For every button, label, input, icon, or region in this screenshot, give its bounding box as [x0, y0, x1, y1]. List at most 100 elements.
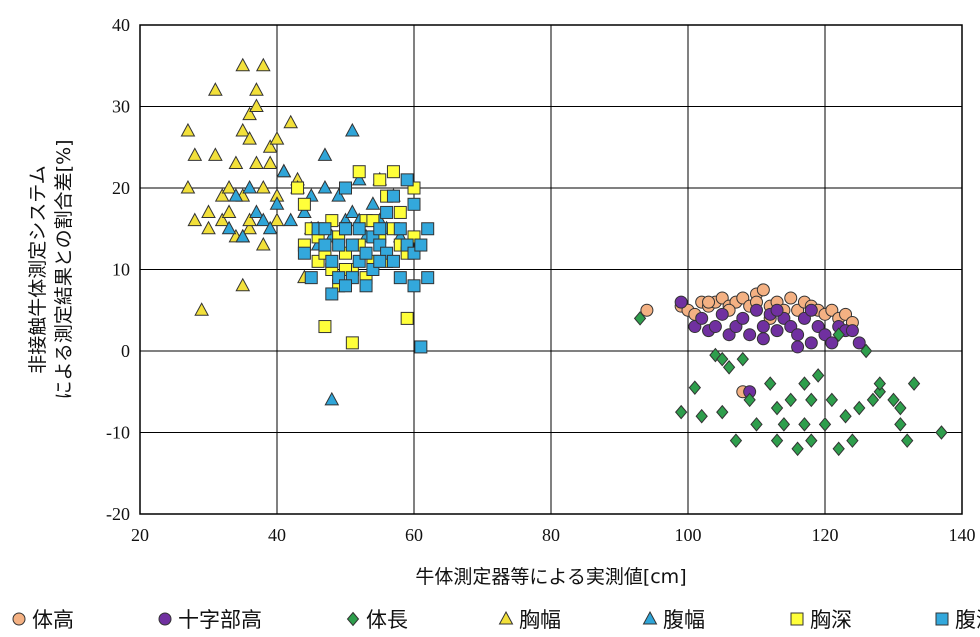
x-tick-label: 60: [405, 525, 423, 545]
data-point: [804, 303, 818, 317]
legend-label: 胸深: [810, 608, 852, 632]
legend-item: 胸深: [790, 608, 852, 632]
data-point: [201, 204, 216, 218]
y-tick-label: 10: [112, 260, 130, 280]
data-point: [221, 204, 237, 218]
data-point: [262, 139, 278, 153]
data-point: [407, 197, 421, 211]
data-point: [688, 380, 702, 395]
data-point: [235, 57, 251, 72]
data-point: [297, 197, 311, 211]
data-point: [228, 188, 244, 202]
data-point: [187, 212, 203, 227]
data-point: [777, 417, 791, 432]
data-point: [359, 246, 373, 260]
data-point: [317, 179, 333, 194]
data-point: [750, 303, 763, 317]
data-point: [798, 376, 811, 391]
legend-label: 腹幅: [663, 608, 705, 632]
data-point: [716, 404, 729, 420]
legend-item: 体高: [12, 608, 74, 632]
legend-item: 腹幅: [642, 608, 705, 632]
y-tick-label: 20: [112, 178, 130, 198]
legend-marker: [346, 611, 360, 627]
data-point: [853, 400, 866, 416]
data-point: [208, 147, 223, 161]
data-point: [756, 332, 770, 346]
data-point: [242, 179, 257, 194]
data-point: [339, 181, 352, 195]
y-tick-label: -20: [106, 504, 130, 524]
data-point: [249, 98, 264, 112]
data-point: [784, 291, 798, 305]
data-point: [386, 165, 400, 179]
data-point: [804, 336, 818, 350]
data-point: [194, 302, 209, 316]
data-point: [283, 114, 299, 129]
data-point: [407, 279, 421, 293]
data-point: [386, 254, 400, 268]
data-point: [400, 173, 414, 187]
data-point: [214, 188, 230, 202]
data-point: [283, 212, 299, 227]
data-point: [242, 106, 257, 121]
data-point: [345, 238, 359, 252]
data-point: [345, 122, 360, 137]
data-point: [839, 408, 852, 424]
data-point: [393, 271, 407, 285]
data-point: [332, 238, 346, 252]
data-point: [180, 179, 196, 194]
series-3: [633, 311, 948, 457]
data-point: [715, 307, 729, 321]
data-point: [249, 82, 264, 96]
data-point: [242, 212, 257, 227]
y-tick-label: 30: [112, 97, 130, 117]
legend-label: 胸幅: [519, 608, 561, 632]
data-point: [722, 360, 736, 375]
data-point: [269, 196, 285, 210]
data-point: [873, 376, 886, 391]
data-point: [770, 324, 784, 338]
data-point: [674, 404, 688, 420]
data-point: [764, 376, 777, 391]
data-point: [818, 417, 832, 432]
data-point: [380, 205, 394, 219]
data-point: [729, 433, 743, 448]
x-axis-title: 牛体測定器等による実測値[cm]: [415, 566, 686, 588]
data-point: [269, 212, 285, 227]
legend-item: 十字部高: [158, 608, 262, 632]
data-point: [351, 171, 367, 186]
data-point: [846, 433, 859, 448]
x-tick-label: 120: [812, 525, 839, 545]
data-point: [352, 222, 366, 236]
data-point: [255, 212, 271, 227]
tick-labels: 20 40 60 80 100 120 140 -20 -10 0 10 20 30 40: [106, 15, 976, 545]
data-point: [716, 351, 729, 367]
legend-marker: [642, 610, 658, 625]
x-tick-label: 140: [949, 525, 976, 545]
legend-label: 体長: [366, 608, 408, 632]
data-point: [359, 279, 373, 293]
data-point: [832, 441, 845, 457]
data-point: [318, 222, 332, 236]
legend-label: 腹深: [955, 608, 980, 632]
data-point: [352, 165, 366, 179]
data-point: [770, 433, 784, 448]
data-points: [180, 57, 948, 457]
data-point: [901, 433, 914, 448]
data-point: [825, 336, 839, 350]
data-point: [791, 340, 805, 354]
data-point: [770, 400, 784, 416]
series-2: [674, 295, 866, 399]
data-point: [674, 295, 688, 309]
data-point: [695, 408, 708, 424]
data-point: [825, 392, 839, 408]
data-point: [894, 417, 907, 432]
data-point: [345, 336, 359, 350]
data-point: [317, 147, 333, 161]
legend-label: 体高: [32, 608, 74, 632]
data-point: [262, 220, 278, 235]
x-tick-label: 80: [542, 525, 560, 545]
data-point: [214, 212, 230, 227]
x-tick-label: 20: [131, 525, 149, 545]
